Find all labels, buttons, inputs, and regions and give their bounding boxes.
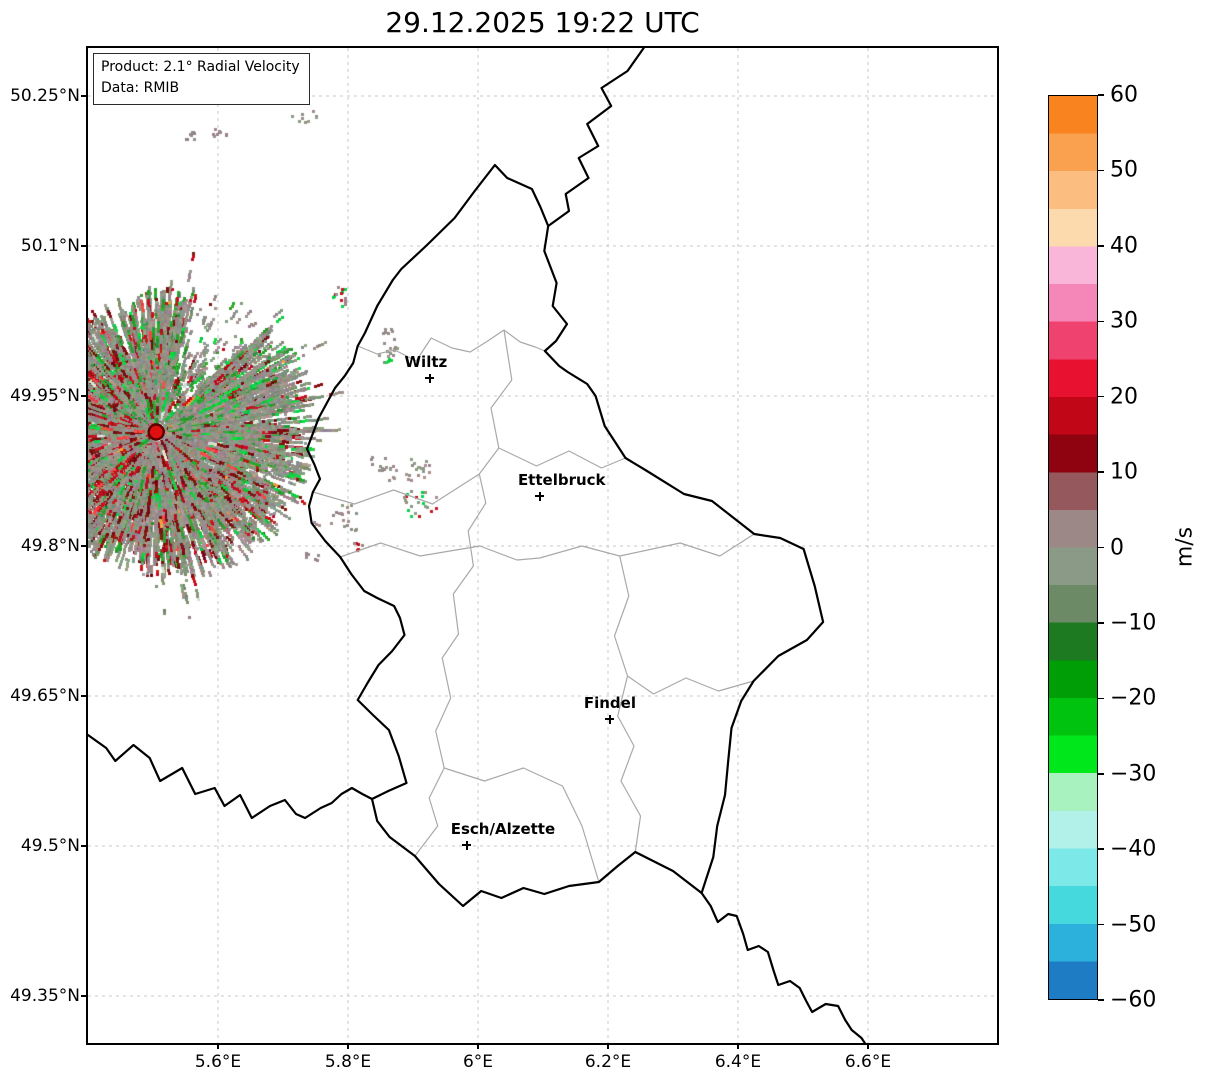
x-tick-label: 6.6°E xyxy=(844,1052,892,1072)
country-border-path xyxy=(700,891,867,1043)
x-tick-label: 6°E xyxy=(462,1052,494,1072)
region-border-path xyxy=(414,329,513,857)
colorbar-tick-label: −40 xyxy=(1110,836,1157,862)
y-tick-label: 49.35°N xyxy=(10,986,80,1006)
radar-site-dot xyxy=(147,423,165,441)
colorbar-tick-label: −10 xyxy=(1110,610,1157,636)
colorbar-unit-label: m/s xyxy=(1172,526,1198,568)
region-border-path xyxy=(613,555,642,853)
colorbar-tick-mark xyxy=(1098,773,1104,775)
city-label: Esch/Alzette xyxy=(450,820,556,838)
country-border-path xyxy=(305,163,825,908)
colorbar-tick-mark xyxy=(1098,999,1104,1001)
colorbar-tick-mark xyxy=(1098,320,1104,322)
colorbar-tick-mark xyxy=(1098,395,1104,398)
colorbar xyxy=(1048,95,1098,1000)
colorbar-tick-mark xyxy=(1098,546,1104,549)
colorbar-tick-mark xyxy=(1098,471,1104,473)
y-tick-label: 50.1°N xyxy=(20,236,80,256)
colorbar-tick-label: 60 xyxy=(1110,82,1138,108)
product-line: Product: 2.1° Radial Velocity xyxy=(101,59,300,75)
colorbar-tick-mark xyxy=(1098,697,1104,700)
city-label: Wiltz xyxy=(404,353,448,371)
data-source-line: Data: RMIB xyxy=(101,80,180,96)
map-plot-area: Product: 2.1° Radial Velocity Data: RMIB… xyxy=(86,46,999,1045)
city-marker-icon xyxy=(425,373,435,383)
product-info-box: Product: 2.1° Radial Velocity Data: RMIB xyxy=(93,53,310,105)
colorbar-tick-label: 10 xyxy=(1110,459,1138,485)
region-border-path xyxy=(627,675,754,695)
city-marker-icon xyxy=(462,840,472,850)
colorbar-tick-label: −60 xyxy=(1110,987,1157,1013)
region-border-path xyxy=(312,473,480,505)
y-tick-label: 49.95°N xyxy=(10,386,80,406)
colorbar-tick-mark xyxy=(1098,245,1104,247)
region-border-path xyxy=(444,767,600,883)
colorbar-tick-mark xyxy=(1098,169,1104,172)
colorbar-tick-label: 40 xyxy=(1110,233,1138,259)
region-border-path xyxy=(357,329,546,362)
city-marker-icon xyxy=(605,714,615,724)
city-marker-icon xyxy=(535,491,545,501)
plot-title: 29.12.2025 19:22 UTC xyxy=(385,6,700,39)
colorbar-tick-label: 30 xyxy=(1110,308,1138,334)
region-border-path xyxy=(498,447,626,469)
y-tick-label: 49.5°N xyxy=(20,836,80,856)
y-tick-label: 49.65°N xyxy=(10,686,80,706)
x-tick-label: 5.8°E xyxy=(324,1052,372,1072)
city-label: Ettelbruck xyxy=(517,471,606,489)
x-tick-label: 6.2°E xyxy=(584,1052,632,1072)
y-tick-label: 49.8°N xyxy=(20,536,80,556)
country-border-path xyxy=(88,733,374,820)
y-tick-label: 50.25°N xyxy=(10,86,80,106)
colorbar-tick-label: 0 xyxy=(1110,535,1124,560)
colorbar-tick-mark xyxy=(1098,923,1104,926)
colorbar-tick-mark xyxy=(1098,622,1104,624)
colorbar-tick-label: −20 xyxy=(1110,685,1157,711)
colorbar-tick-label: −30 xyxy=(1110,761,1157,787)
colorbar-tick-label: −50 xyxy=(1110,912,1157,938)
colorbar-tick-label: 50 xyxy=(1110,157,1138,183)
colorbar-gradient xyxy=(1049,96,1097,999)
city-labels-layer: Wiltz Ettelbruck Findel Esch/Alzette xyxy=(88,48,997,1043)
colorbar-tick-label: 20 xyxy=(1110,384,1138,410)
borders-layer xyxy=(88,48,867,1043)
x-tick-label: 5.6°E xyxy=(194,1052,242,1072)
city-label: Findel xyxy=(583,694,636,712)
colorbar-tick-mark xyxy=(1098,94,1104,96)
x-tick-label: 6.4°E xyxy=(714,1052,762,1072)
region-border-path xyxy=(340,533,755,561)
colorbar-tick-mark xyxy=(1098,848,1104,850)
country-border-path xyxy=(547,48,645,228)
